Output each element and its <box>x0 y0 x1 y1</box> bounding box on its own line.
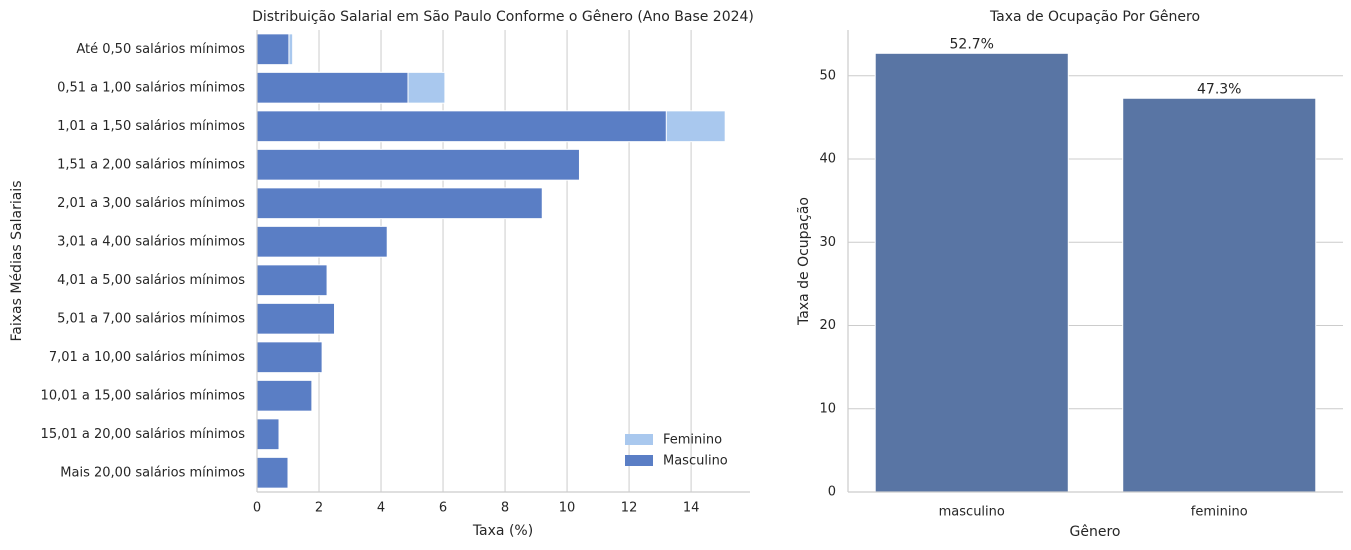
y-tick-label: 2,01 a 3,00 salários mínimos <box>57 196 245 211</box>
x-tick-label: 8 <box>501 501 509 516</box>
x-tick-label: 14 <box>683 501 700 516</box>
bar <box>256 341 323 374</box>
y-tick-label: 0,51 a 1,00 salários mínimos <box>57 80 245 95</box>
y-tick-label: 4,01 a 5,00 salários mínimos <box>57 273 245 288</box>
y-tick-label: 10,01 a 15,00 salários mínimos <box>41 388 246 403</box>
y-tick-label: 3,01 a 4,00 salários mínimos <box>57 234 245 249</box>
y-tick-label: 50 <box>819 68 836 83</box>
bar <box>256 187 543 220</box>
y-tick-label: 1,51 a 2,00 salários mínimos <box>57 157 245 172</box>
x-tick-label: 2 <box>315 501 323 516</box>
bar <box>256 148 580 181</box>
y-tick-label: 5,01 a 7,00 salários mínimos <box>57 311 245 326</box>
chart-title: Distribuição Salarial em São Paulo Confo… <box>252 9 754 25</box>
y-tick-label: 30 <box>819 235 836 250</box>
y-tick-label: 15,01 a 20,00 salários mínimos <box>41 427 246 442</box>
y-axis-label: Taxa de Ocupação <box>796 197 812 326</box>
y-tick-label: 1,01 a 1,50 salários mínimos <box>57 119 245 134</box>
bar <box>1122 97 1317 493</box>
legend-label: Feminino <box>663 433 722 448</box>
bar <box>256 379 313 412</box>
legend-label: Masculino <box>663 454 728 469</box>
y-tick-label: 0 <box>828 485 836 500</box>
value-label: 47.3% <box>1197 81 1241 97</box>
bar <box>874 52 1069 493</box>
y-tick-label: Mais 20,00 salários mínimos <box>60 465 245 480</box>
y-tick-label: 40 <box>819 152 836 167</box>
legend-swatch <box>625 455 653 466</box>
x-tick-label: 0 <box>253 501 261 516</box>
value-label: 52.7% <box>950 36 994 52</box>
bar <box>256 110 667 143</box>
x-tick-label: masculino <box>939 505 1005 520</box>
bar <box>256 225 388 258</box>
x-tick-label: 10 <box>559 501 576 516</box>
bar <box>256 456 289 489</box>
bar <box>256 71 409 104</box>
x-axis-label: Gênero <box>1070 524 1121 540</box>
y-tick-label: 7,01 a 10,00 salários mínimos <box>49 350 245 365</box>
bar <box>256 302 336 335</box>
x-tick-label: feminino <box>1191 505 1248 520</box>
y-tick-label: 20 <box>819 318 836 333</box>
x-tick-label: 12 <box>621 501 638 516</box>
bar <box>256 418 280 451</box>
x-axis-label: Taxa (%) <box>472 523 533 539</box>
y-tick-label: Até 0,50 salários mínimos <box>76 42 245 57</box>
chart-title: Taxa de Ocupação Por Gênero <box>989 9 1200 25</box>
x-tick-label: 6 <box>439 501 447 516</box>
bar <box>256 264 328 297</box>
legend-swatch <box>625 434 653 445</box>
bar <box>256 33 290 66</box>
y-tick-label: 10 <box>819 401 836 416</box>
x-tick-label: 4 <box>377 501 385 516</box>
y-axis-label: Faixas Médias Salariais <box>9 181 25 342</box>
